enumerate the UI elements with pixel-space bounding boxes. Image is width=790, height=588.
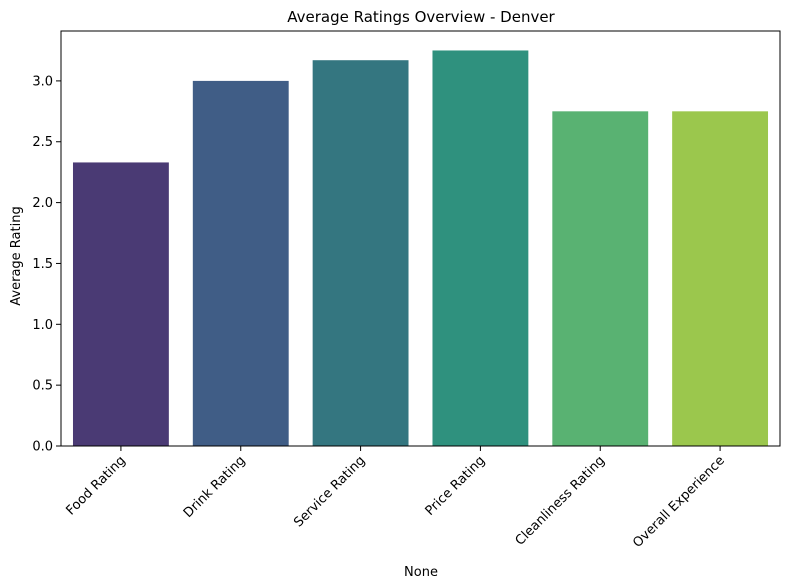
y-axis-ticks: 0.0 0.5 1.0 1.5 2.0 2.5 3.0: [32, 74, 61, 455]
y-tick-label: 0.5: [32, 379, 53, 394]
bars-group: [72, 50, 769, 447]
y-tick-label: 2.0: [32, 196, 53, 211]
y-tick-label: 1.5: [32, 257, 53, 272]
y-tick-label: 3.0: [32, 74, 53, 89]
plot-frame: [60, 30, 781, 447]
bar-overall-experience: [672, 111, 769, 446]
bar-service-rating: [312, 60, 409, 447]
y-tick-label: 2.5: [32, 135, 53, 150]
bar-drink-rating: [192, 80, 289, 447]
x-axis-label: None: [404, 565, 438, 580]
chart-title: Average Ratings Overview - Denver: [287, 8, 555, 26]
bar-food-rating: [72, 162, 169, 446]
y-tick-label: 1.0: [32, 318, 53, 333]
bar-cleanliness-rating: [552, 111, 649, 446]
y-axis-label: Average Rating: [9, 206, 24, 305]
bar-price-rating: [432, 50, 529, 446]
y-tick-label: 0.0: [32, 440, 53, 455]
